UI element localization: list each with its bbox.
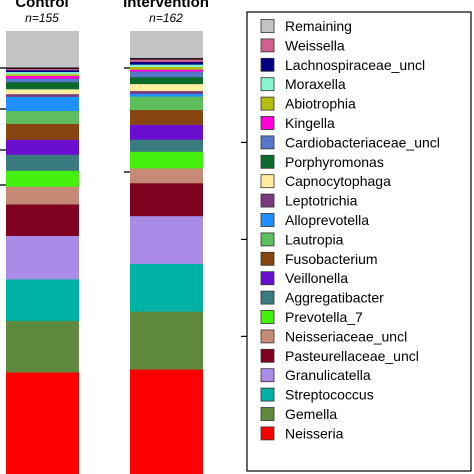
legend-label-abiotrophia: Abiotrophia: [285, 96, 356, 112]
bar-segment-control-neisseriaceae_uncl: [6, 186, 79, 205]
legend-label-granulicatella: Granulicatella: [285, 367, 371, 383]
legend-swatch-neisseria: [260, 426, 275, 441]
bar-segment-control-porphyromonas: [6, 81, 79, 90]
legend-swatch-kingella: [260, 116, 275, 130]
bar-segment-intervention-moraxella: [130, 64, 203, 67]
legend-label-lautropia: Lautropia: [285, 231, 344, 247]
legend-box: [246, 11, 472, 472]
bar-segment-intervention-lautropia: [130, 96, 203, 111]
bar-segment-intervention-fusobacterium: [130, 109, 203, 125]
bar-segment-control-moraxella: [6, 71, 79, 75]
legend-swatch-granulicatella: [260, 368, 275, 383]
legend-label-lachnospiraceae_uncl: Lachnospiraceae_uncl: [285, 57, 425, 73]
legend-swatch-alloprevotella: [260, 213, 275, 227]
bars-layer: [0, 31, 203, 474]
bar-segment-control-weissella: [6, 68, 79, 71]
legend-label-aggregatibacter: Aggregatibacter: [285, 290, 384, 306]
bar-segment-control-pasteurellaceae_uncl: [6, 204, 79, 236]
legend-swatch-pasteurellaceae_uncl: [260, 348, 275, 363]
bar-segment-intervention-weissella: [130, 58, 203, 62]
bar-segment-intervention-cardiobacteriaceae_uncl: [130, 71, 203, 78]
bar-segment-control-gemella: [6, 320, 79, 373]
bar-segment-control-prevotella_7: [6, 170, 79, 187]
bar-segment-intervention-abiotrophia: [130, 66, 203, 70]
bar-segment-control-lachnospiraceae_uncl: [6, 69, 79, 73]
bar-segment-control-alloprevotella: [6, 96, 79, 112]
legend-swatch-cardiobacteriaceae_uncl: [260, 135, 275, 150]
legend-swatch-streptococcus: [260, 387, 275, 402]
bar-segment-intervention-capnocytophaga: [130, 83, 203, 92]
legend-label-pasteurellaceae_uncl: Pasteurellaceae_uncl: [285, 348, 419, 364]
bar-segment-intervention-lachnospiraceae_uncl: [130, 61, 203, 65]
legend-swatch-porphyromonas: [260, 154, 275, 169]
bar-segment-intervention-neisseria: [130, 369, 203, 474]
group-n-intervention: n=162: [149, 11, 183, 25]
bar-segment-intervention-alloprevotella: [130, 93, 203, 97]
legend-label-leptotrichia: Leptotrichia: [285, 193, 358, 209]
group-n-control: n=155: [25, 11, 59, 25]
bar-segment-control-cardiobacteriaceae_uncl: [6, 78, 79, 83]
bar-segment-control-streptococcus: [6, 279, 79, 322]
legend-label-veillonella: Veillonella: [285, 270, 348, 286]
legend-label-cardiobacteriaceae_uncl: Cardiobacteriaceae_uncl: [285, 134, 440, 150]
bar-segment-intervention-neisseriaceae_uncl: [130, 168, 203, 184]
legend-swatch-moraxella: [260, 77, 275, 92]
bar-segment-control-capnocytophaga: [6, 89, 79, 95]
bar-segment-control-aggregatibacter: [6, 154, 79, 171]
legend-label-neisseria: Neisseria: [285, 425, 344, 441]
bar-segment-intervention-prevotella_7: [130, 151, 203, 169]
legend-swatch-veillonella: [260, 271, 275, 286]
bar-segment-control-veillonella: [6, 139, 79, 155]
bar-segment-control-fusobacterium: [6, 123, 79, 140]
legend-swatch-aggregatibacter: [260, 290, 275, 305]
legend-swatch-lautropia: [260, 232, 275, 247]
bar-segment-intervention-streptococcus: [130, 263, 203, 312]
legend-swatch-lachnospiraceae_uncl: [260, 57, 275, 72]
bar-segment-control-granulicatella: [6, 235, 79, 280]
bar-segment-control-kingella: [6, 75, 79, 79]
legend-label-remaining: Remaining: [285, 18, 352, 34]
bar-segment-intervention-aggregatibacter: [130, 139, 203, 152]
legend-swatch-gemella: [260, 407, 275, 421]
legend-swatch-weissella: [260, 38, 275, 53]
bar-segment-control-lautropia: [6, 110, 79, 124]
legend-label-moraxella: Moraxella: [285, 76, 346, 92]
bar-segment-intervention-remaining: [130, 31, 203, 60]
bar-segment-control-neisseria: [6, 372, 79, 474]
bar-segment-intervention-gemella: [130, 311, 203, 370]
legend-label-fusobacterium: Fusobacterium: [285, 251, 378, 267]
group-label-intervention: Intervention: [123, 0, 209, 11]
legend: Remaining Weissella Lachnospiraceae_uncl Mo…: [241, 11, 472, 472]
legend-label-gemella: Gemella: [285, 406, 337, 422]
bar-segment-intervention-pasteurellaceae_uncl: [130, 182, 203, 217]
legend-swatch-fusobacterium: [260, 251, 275, 266]
bar-segment-intervention-leptotrichia: [130, 90, 203, 94]
bar-segment-control-leptotrichia: [6, 93, 79, 97]
bar-segment-intervention-granulicatella: [130, 215, 203, 264]
legend-label-prevotella_7: Prevotella_7: [285, 309, 363, 325]
bar-segment-intervention-kingella: [130, 69, 203, 72]
legend-label-weissella: Weissella: [285, 37, 345, 53]
group-label-control: Control: [15, 0, 68, 11]
legend-swatch-leptotrichia: [260, 193, 275, 208]
legend-label-neisseriaceae_uncl: Neisseriaceae_uncl: [285, 328, 407, 344]
legend-label-porphyromonas: Porphyromonas: [285, 154, 384, 170]
legend-swatch-capnocytophaga: [260, 174, 275, 189]
legend-swatch-neisseriaceae_uncl: [260, 329, 275, 344]
group-labels: Control n=155 Intervention n=162: [15, 0, 209, 25]
legend-swatch-remaining: [260, 19, 275, 33]
bar-segment-control-abiotrophia: [6, 73, 79, 77]
legend-swatch-prevotella_7: [260, 310, 275, 324]
legend-label-streptococcus: Streptococcus: [285, 387, 374, 403]
bar-segment-control-remaining: [6, 31, 79, 69]
bar-segment-intervention-porphyromonas: [130, 76, 203, 85]
legend-swatch-abiotrophia: [260, 96, 275, 111]
bar-segment-intervention-veillonella: [130, 124, 203, 140]
legend-label-capnocytophaga: Capnocytophaga: [285, 173, 391, 189]
legend-label-alloprevotella: Alloprevotella: [285, 212, 369, 228]
legend-label-kingella: Kingella: [285, 115, 335, 131]
